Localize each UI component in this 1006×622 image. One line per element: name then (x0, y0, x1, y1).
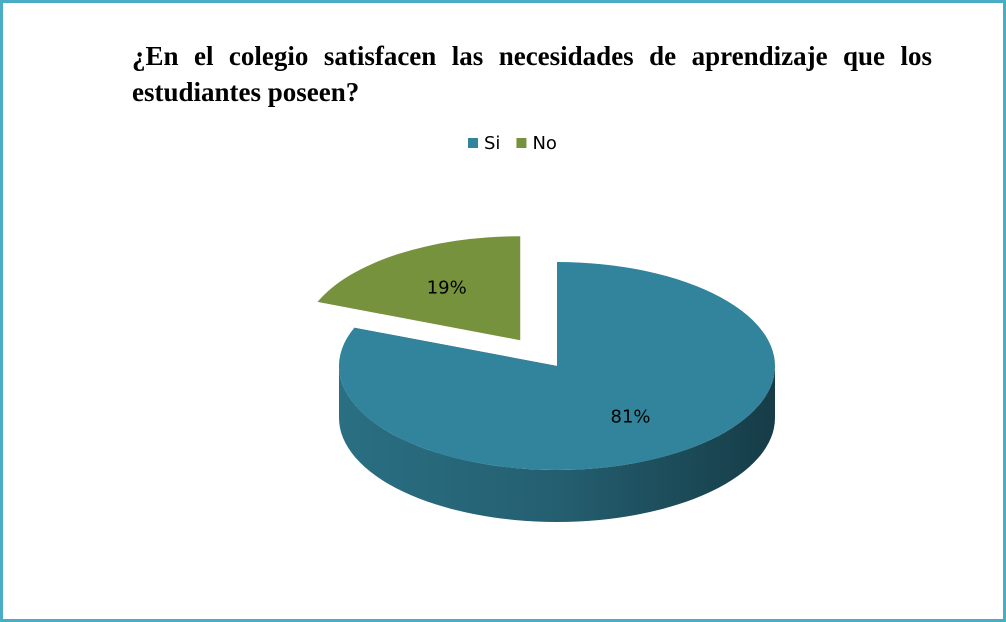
legend-label: Si (484, 133, 500, 154)
data-label: 81% (611, 407, 651, 428)
slice (317, 236, 521, 341)
legend-swatch (516, 138, 527, 148)
legend-swatch (468, 138, 478, 148)
chart-title: ¿En el colegio satisfacen las necesidade… (132, 41, 932, 107)
slice-side (339, 366, 775, 522)
slice (338, 262, 775, 471)
data-label: 19% (427, 278, 467, 299)
legend-label: No (532, 133, 556, 154)
